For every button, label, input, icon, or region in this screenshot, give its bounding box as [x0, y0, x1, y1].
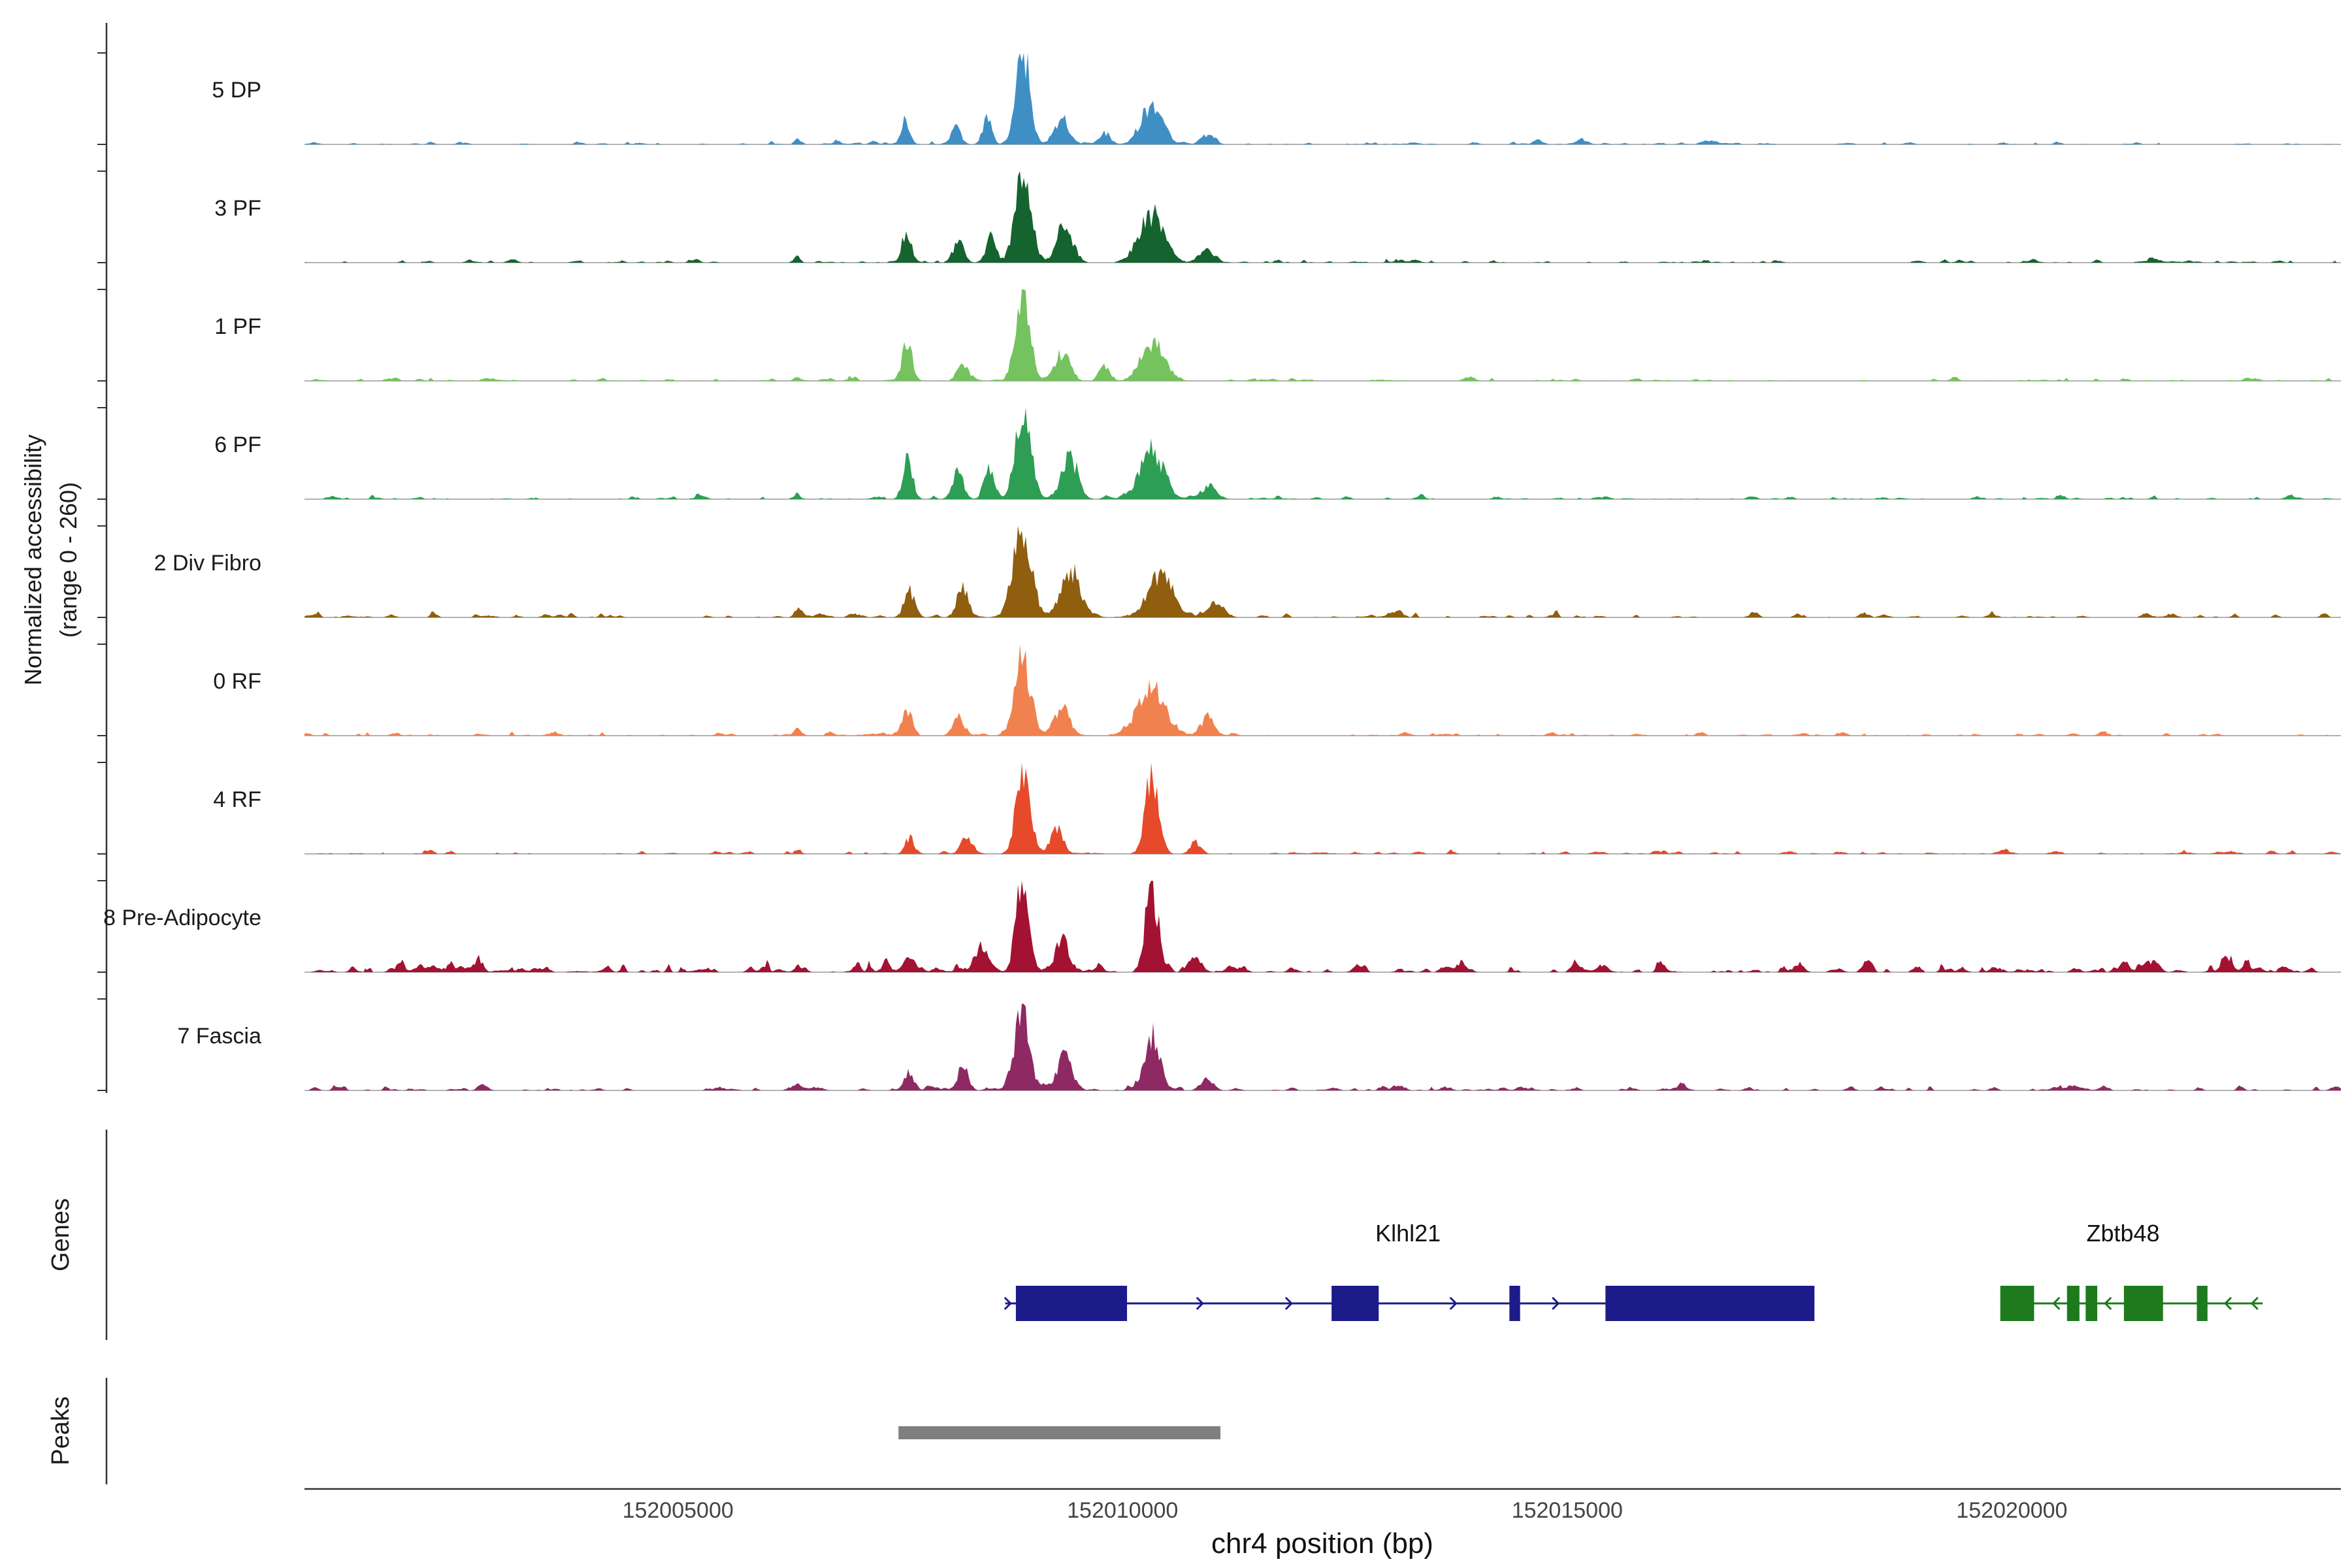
- genes-section-label: Genes: [47, 1198, 74, 1271]
- genes-layer: Klhl21 Zbtb48: [1004, 1220, 2263, 1321]
- track-row: 7 Fascia: [97, 998, 2341, 1091]
- x-tick-label: 152020000: [1956, 1498, 2067, 1523]
- peaks-section-label: Peaks: [47, 1396, 74, 1465]
- track-row: 0 RF: [97, 644, 2341, 736]
- exon-box: [1509, 1286, 1520, 1321]
- strand-arrow-icon: [1004, 1296, 1012, 1311]
- track-row: 2 Div Fibro: [97, 525, 2341, 618]
- exon-box: [2000, 1286, 2034, 1321]
- x-axis-label: chr4 position (bp): [1211, 1527, 1433, 1560]
- x-tick-label: 152015000: [1512, 1498, 1623, 1523]
- peak-bar: [898, 1426, 1220, 1439]
- y-axis-label-line1: Normalized accessibility: [20, 434, 46, 685]
- peaks-layer: [898, 1426, 1220, 1439]
- x-axis: 152005000 152010000 152015000 152020000 chr…: [304, 1488, 2341, 1560]
- gene-zbtb48: Zbtb48: [2000, 1220, 2263, 1321]
- tracks-layer: 5 DP 3 PF 1 PF 6 PF 2 Div Fibro 0 RF 4 RF 8 Pre…: [97, 52, 2341, 1091]
- track-label: 3 PF: [214, 196, 261, 221]
- track-row: 6 PF: [97, 407, 2341, 500]
- exon-box: [1015, 1286, 1128, 1321]
- gene-klhl21: Klhl21: [1004, 1220, 1815, 1321]
- strand-arrow-icon: [2104, 1296, 2112, 1311]
- track-label: 1 PF: [214, 314, 261, 339]
- track-row: 3 PF: [97, 171, 2341, 263]
- y-axis-label-line2: (range 0 - 260): [55, 482, 82, 638]
- track-label: 7 Fascia: [178, 1024, 262, 1049]
- track-row: 8 Pre-Adipocyte: [97, 880, 2341, 973]
- exon-box: [2085, 1286, 2098, 1321]
- exon-box: [2123, 1286, 2163, 1321]
- track-row: 1 PF: [97, 289, 2341, 382]
- strand-arrow-icon: [1284, 1296, 1293, 1311]
- exon-box: [1605, 1286, 1815, 1321]
- strand-arrow-icon: [2223, 1296, 2232, 1311]
- track-label: 0 RF: [213, 669, 261, 694]
- exon-box: [2066, 1286, 2080, 1321]
- track-label: 8 Pre-Adipocyte: [103, 906, 261, 930]
- strand-arrow-icon: [1552, 1296, 1560, 1311]
- strand-arrow-icon: [2250, 1296, 2259, 1311]
- track-row: 4 RF: [97, 762, 2341, 855]
- track-label: 2 Div Fibro: [154, 551, 261, 576]
- exon-box: [2197, 1286, 2208, 1321]
- gene-name-label: Zbtb48: [2086, 1220, 2159, 1247]
- strand-arrow-icon: [1449, 1296, 1458, 1311]
- strand-arrow-icon: [2052, 1296, 2061, 1311]
- track-label: 4 RF: [213, 787, 261, 812]
- track-label: 6 PF: [214, 433, 261, 457]
- track-row: 5 DP: [97, 52, 2341, 145]
- x-tick-label: 152005000: [623, 1498, 734, 1523]
- x-axis-ticks: 152005000 152010000 152015000 152020000: [623, 1498, 2068, 1523]
- gene-name-label: Klhl21: [1375, 1220, 1441, 1247]
- track-label: 5 DP: [212, 78, 261, 103]
- exon-box: [1331, 1286, 1379, 1321]
- x-tick-label: 152010000: [1067, 1498, 1178, 1523]
- strand-arrow-icon: [1196, 1296, 1204, 1311]
